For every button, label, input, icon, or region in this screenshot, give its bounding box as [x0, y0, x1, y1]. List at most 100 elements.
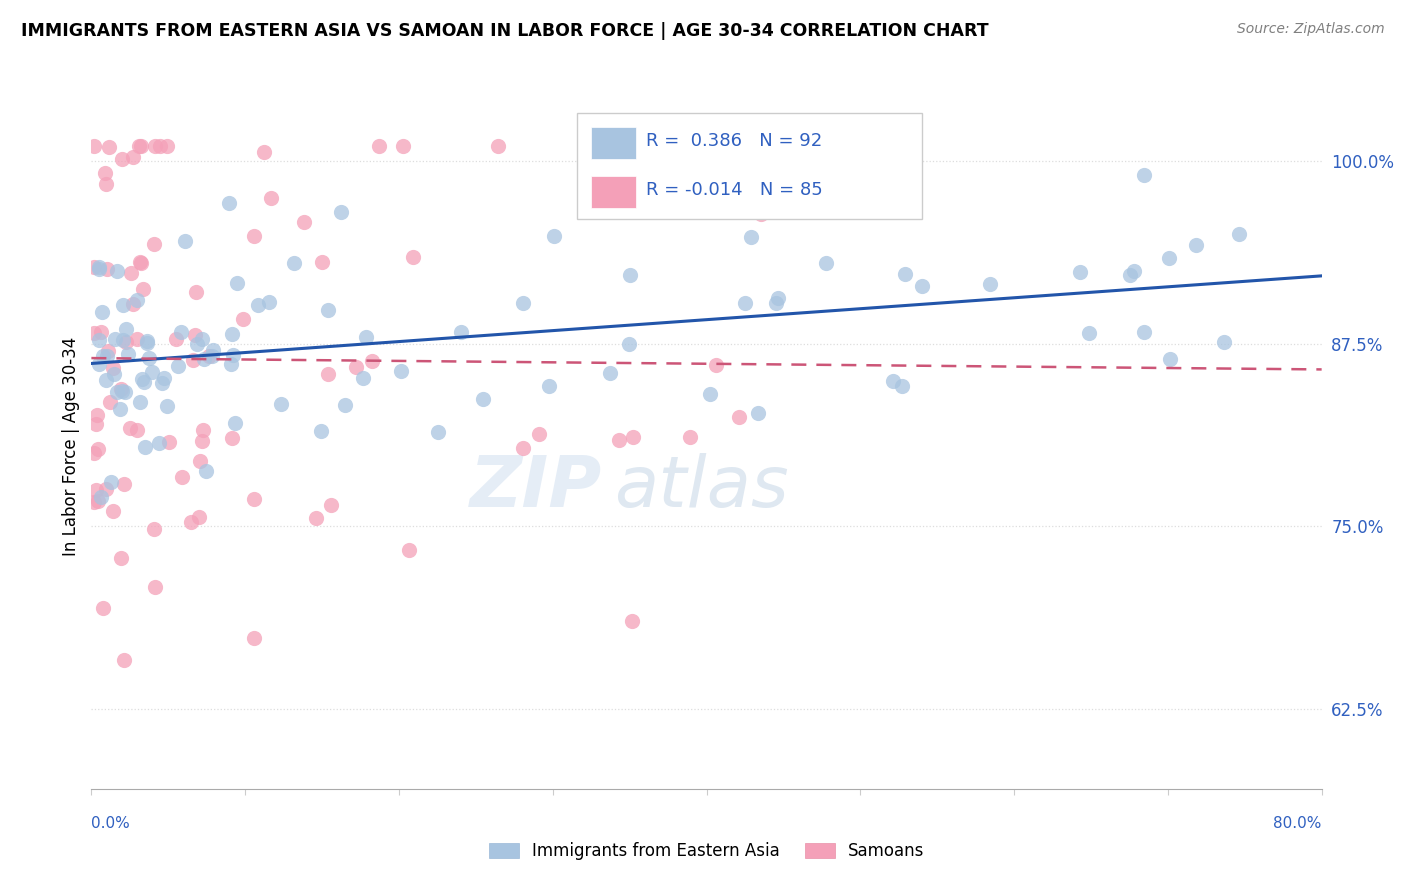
Point	[149, 139, 172, 153]
Point	[129, 139, 152, 153]
Text: 0.0%: 0.0%	[91, 816, 131, 831]
Point	[191, 332, 214, 346]
Point	[174, 235, 197, 249]
Point	[114, 385, 136, 400]
Point	[1157, 251, 1180, 265]
Point	[704, 358, 727, 372]
Point	[156, 399, 179, 413]
Point	[1119, 268, 1142, 283]
Point	[191, 434, 214, 448]
Point	[184, 285, 207, 299]
Point	[87, 261, 110, 276]
Point	[96, 261, 118, 276]
Point	[426, 425, 449, 439]
Point	[86, 483, 108, 497]
Point	[527, 427, 550, 442]
Point	[894, 267, 917, 281]
Point	[543, 228, 565, 243]
Point	[191, 423, 214, 437]
Point	[472, 392, 495, 407]
Point	[749, 207, 772, 221]
Point	[101, 360, 124, 375]
Point	[243, 492, 266, 507]
Point	[111, 152, 134, 166]
Point	[292, 214, 315, 228]
Point	[335, 398, 357, 412]
Point	[537, 379, 560, 393]
Point	[142, 237, 165, 252]
Point	[94, 373, 117, 387]
Point	[679, 430, 702, 444]
Point	[890, 378, 912, 392]
Point	[110, 382, 132, 396]
Point	[1184, 238, 1206, 252]
Point	[607, 434, 630, 448]
Point	[309, 425, 332, 439]
Point	[122, 297, 145, 311]
Text: R =  0.386   N = 92: R = 0.386 N = 92	[647, 131, 823, 150]
Point	[90, 305, 112, 319]
Point	[91, 601, 114, 615]
Point	[129, 256, 152, 270]
Text: ZIP: ZIP	[470, 453, 602, 522]
Point	[512, 441, 534, 455]
Point	[305, 511, 328, 525]
Point	[143, 139, 166, 153]
Point	[103, 367, 125, 381]
Point	[127, 293, 149, 308]
Point	[224, 416, 246, 430]
Point	[194, 464, 217, 478]
Point	[86, 408, 108, 422]
Point	[157, 434, 180, 449]
Point	[155, 139, 177, 153]
Point	[512, 296, 534, 310]
Point	[86, 494, 108, 508]
Point	[232, 312, 254, 326]
Point	[247, 298, 270, 312]
Point	[193, 351, 215, 366]
Point	[86, 417, 108, 432]
Point	[127, 423, 149, 437]
Point	[90, 325, 112, 339]
Point	[221, 327, 243, 342]
Point	[94, 482, 117, 496]
Point	[87, 333, 110, 347]
Text: 80.0%: 80.0%	[1274, 816, 1322, 831]
Point	[1159, 351, 1181, 366]
Point	[129, 255, 152, 269]
Point	[765, 296, 787, 310]
Point	[112, 477, 135, 491]
Point	[121, 150, 143, 164]
Point	[1123, 264, 1146, 278]
Point	[344, 359, 367, 374]
Point	[202, 343, 225, 358]
Point	[94, 166, 117, 180]
Point	[120, 266, 142, 280]
Point	[83, 445, 105, 459]
Point	[183, 328, 205, 343]
Point	[392, 139, 415, 153]
Text: IMMIGRANTS FROM EASTERN ASIA VS SAMOAN IN LABOR FORCE | AGE 30-34 CORRELATION CH: IMMIGRANTS FROM EASTERN ASIA VS SAMOAN I…	[21, 22, 988, 40]
Point	[111, 333, 134, 347]
Point	[676, 185, 699, 199]
Point	[226, 276, 249, 290]
Point	[129, 394, 152, 409]
Point	[112, 653, 135, 667]
Point	[98, 140, 121, 154]
Point	[107, 384, 129, 399]
Point	[101, 504, 124, 518]
Point	[86, 442, 108, 456]
Point	[218, 196, 240, 211]
Point	[979, 277, 1001, 291]
Point	[131, 283, 153, 297]
Point	[1132, 325, 1154, 339]
Point	[87, 260, 110, 274]
Point	[270, 397, 292, 411]
Point	[83, 326, 105, 341]
Point	[329, 205, 352, 219]
Point	[450, 326, 472, 340]
Point	[316, 367, 339, 381]
Point	[221, 431, 243, 445]
Point	[222, 348, 245, 362]
Point	[98, 394, 121, 409]
